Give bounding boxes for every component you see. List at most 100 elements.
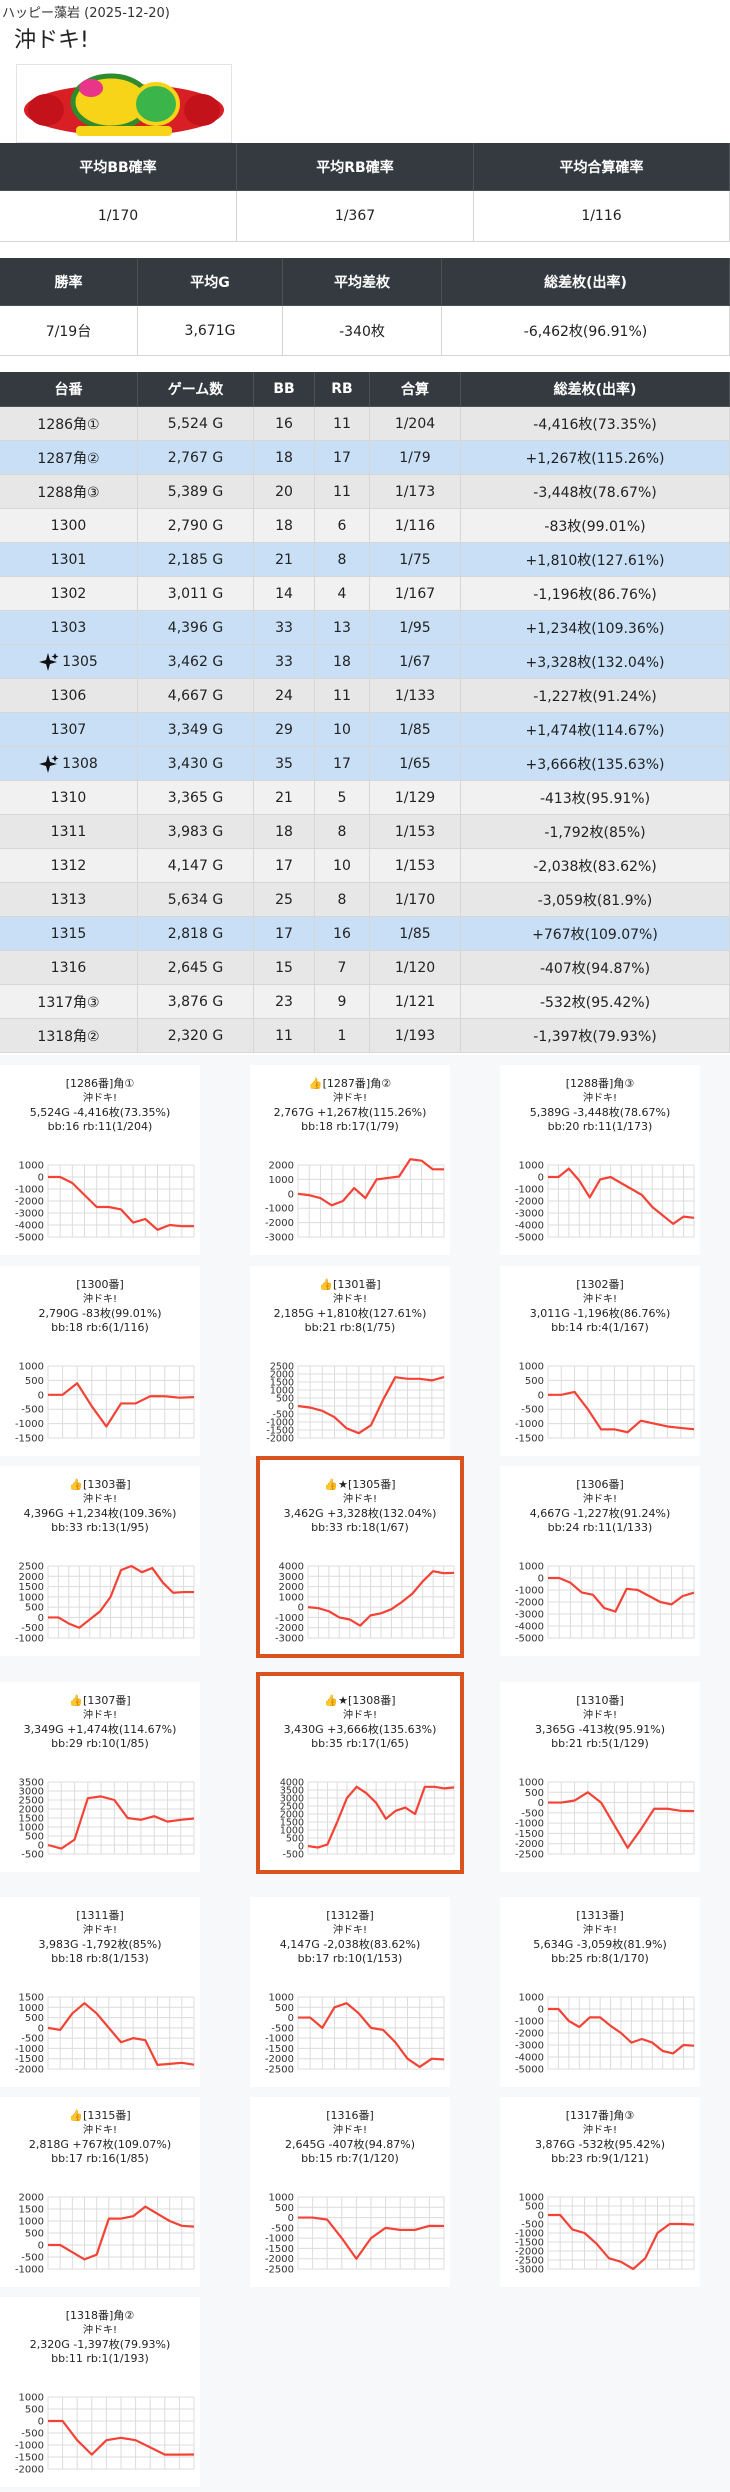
card-title: [1300番] xyxy=(76,1278,124,1291)
table-row: 1287角② 2,767 G 18 17 1/79 +1,267枚(115.26%) xyxy=(0,441,730,475)
y-tick-label: 500 xyxy=(275,2203,294,2214)
card-subtitle: 沖ドキ! xyxy=(583,2123,617,2136)
header-cell: BB xyxy=(254,372,315,407)
cell-text: 1307 xyxy=(50,721,87,738)
cell-text: -1,227枚(91.24%) xyxy=(533,688,657,705)
machine-title: 沖ドキ! xyxy=(14,28,89,53)
header-cell: ゲーム数 xyxy=(138,372,254,407)
table-row: 1302 3,011 G 14 4 1/167 -1,196枚(86.76%) xyxy=(0,577,730,611)
header-cell: 平均合算確率 xyxy=(474,143,730,191)
header-cell: 合算 xyxy=(370,372,461,407)
chart-card: [1306番]沖ドキ!4,667G -1,227枚(91.24%)bb:24 r… xyxy=(500,1466,700,1656)
card-stats: 4,667G -1,227枚(91.24%) xyxy=(530,1506,671,1520)
table-cell: 23 xyxy=(254,985,315,1019)
table-cell: 18 xyxy=(254,509,315,543)
cell-text: 1/173 xyxy=(394,483,436,500)
y-tick-label: -1000 xyxy=(515,2017,544,2028)
table-row: 1305 3,462 G 33 18 1/67 +3,328枚(132.04%) xyxy=(0,645,730,679)
y-tick-label: -500 xyxy=(521,1405,544,1416)
cell-text: 23 xyxy=(275,993,293,1010)
table-cell: 1286角① xyxy=(0,407,138,441)
cell-text: 1/170 xyxy=(394,891,436,908)
data-line xyxy=(48,2205,195,2261)
data-line xyxy=(307,1570,455,1627)
table-cell: 1300 xyxy=(0,509,138,543)
data-line xyxy=(48,1175,194,1231)
y-tick-label: 500 xyxy=(525,1376,544,1387)
table-cell: +1,267枚(115.26%) xyxy=(461,441,730,475)
table-cell: 15 xyxy=(254,951,315,985)
y-tick-label: 4000 xyxy=(280,1777,304,1788)
logo-mark xyxy=(79,79,103,97)
cell-text: 8 xyxy=(337,551,347,568)
cell-text: 17 xyxy=(275,925,293,942)
cell-text: 4,667 G xyxy=(167,687,224,704)
table-cell: 16 xyxy=(254,407,315,441)
card-subtitle: 沖ドキ! xyxy=(83,1292,117,1305)
card-bbrb: bb:14 rb:4(1/167) xyxy=(551,1321,649,1334)
cell-text: 1303 xyxy=(50,619,87,636)
table-cell: +3,328枚(132.04%) xyxy=(461,645,730,679)
y-tick-label: -1000 xyxy=(15,2441,44,2452)
cell-text: 1288角③ xyxy=(37,484,100,501)
card-bbrb: bb:21 rb:5(1/129) xyxy=(551,1737,649,1750)
y-tick-label: -4000 xyxy=(515,2053,544,2064)
cell-text: 2,645 G xyxy=(167,959,224,976)
card-title: [1286番]角① xyxy=(66,1077,135,1090)
card-stats: 2,790G -83枚(99.01%) xyxy=(38,1306,161,1320)
table-cell: 18 xyxy=(315,645,370,679)
card-stats: 3,430G +3,666枚(135.63%) xyxy=(284,1722,437,1736)
card-title: 👍★[1305番] xyxy=(324,1478,395,1491)
cell-text: +1,474枚(114.67%) xyxy=(525,722,665,739)
table-row: 1311 3,983 G 18 8 1/153 -1,792枚(85%) xyxy=(0,815,730,849)
y-tick-label: -1000 xyxy=(265,2034,294,2045)
card-title: 👍[1307番] xyxy=(69,1694,130,1707)
table-cell: 5,524 G xyxy=(138,407,254,441)
cell-text: 1/116 xyxy=(394,517,436,534)
header-row: 平均BB確率 平均RB確率 平均合算確率 xyxy=(0,143,730,191)
table-row: 1300 2,790 G 18 6 1/116 -83枚(99.01%) xyxy=(0,509,730,543)
cell-text: 2,818 G xyxy=(167,925,224,942)
header-cell: 平均RB確率 xyxy=(237,143,474,191)
table-cell: 5,634 G xyxy=(138,883,254,917)
table-row: 1288角③ 5,389 G 20 11 1/173 -3,448枚(78.67%) xyxy=(0,475,730,509)
table-cell: 5 xyxy=(315,781,370,815)
cell-text: 1/85 xyxy=(399,721,431,738)
cell-text: 1/79 xyxy=(399,449,431,466)
card-title: [1302番] xyxy=(576,1278,624,1291)
table-cell: 1287角② xyxy=(0,441,138,475)
y-tick-label: 2000 xyxy=(19,1572,44,1583)
y-tick-label: 0 xyxy=(288,1189,294,1200)
table-cell: 14 xyxy=(254,577,315,611)
cell-text: 2,790 G xyxy=(167,517,224,534)
table-cell: 18 xyxy=(254,441,315,475)
cell-text: +3,328枚(132.04%) xyxy=(525,654,665,671)
y-tick-label: -5000 xyxy=(15,1233,44,1244)
table-cell: 1/67 xyxy=(370,645,461,679)
cell-text: -413枚(95.91%) xyxy=(539,790,651,807)
header-row: 台番 ゲーム数 BB RB 合算 総差枚(出率) xyxy=(0,372,730,407)
y-tick-label: -1000 xyxy=(515,2229,544,2240)
card-subtitle: 沖ドキ! xyxy=(83,1923,117,1936)
table-cell: 3,365 G xyxy=(138,781,254,815)
y-tick-label: 1000 xyxy=(280,1825,304,1836)
y-tick-label: -2500 xyxy=(515,1850,544,1861)
y-tick-label: -1000 xyxy=(265,1204,294,1215)
data-line xyxy=(47,1795,195,1850)
y-tick-label: 3000 xyxy=(19,1787,44,1798)
card-subtitle: 沖ドキ! xyxy=(83,1091,117,1104)
y-tick-label: -2000 xyxy=(515,1839,544,1850)
table-cell: +3,666枚(135.63%) xyxy=(461,747,730,781)
y-tick-label: 500 xyxy=(25,2013,44,2024)
cell-text: 1300 xyxy=(50,517,87,534)
data-line xyxy=(548,1791,695,1849)
y-tick-label: 0 xyxy=(38,1841,44,1852)
y-tick-label: -500 xyxy=(271,2023,294,2034)
card-bg xyxy=(500,1682,700,1872)
cell-text: 1/85 xyxy=(399,925,431,942)
cell-text: 4,396 G xyxy=(167,619,224,636)
table-cell: 2,790 G xyxy=(138,509,254,543)
y-tick-label: -3000 xyxy=(515,2041,544,2052)
